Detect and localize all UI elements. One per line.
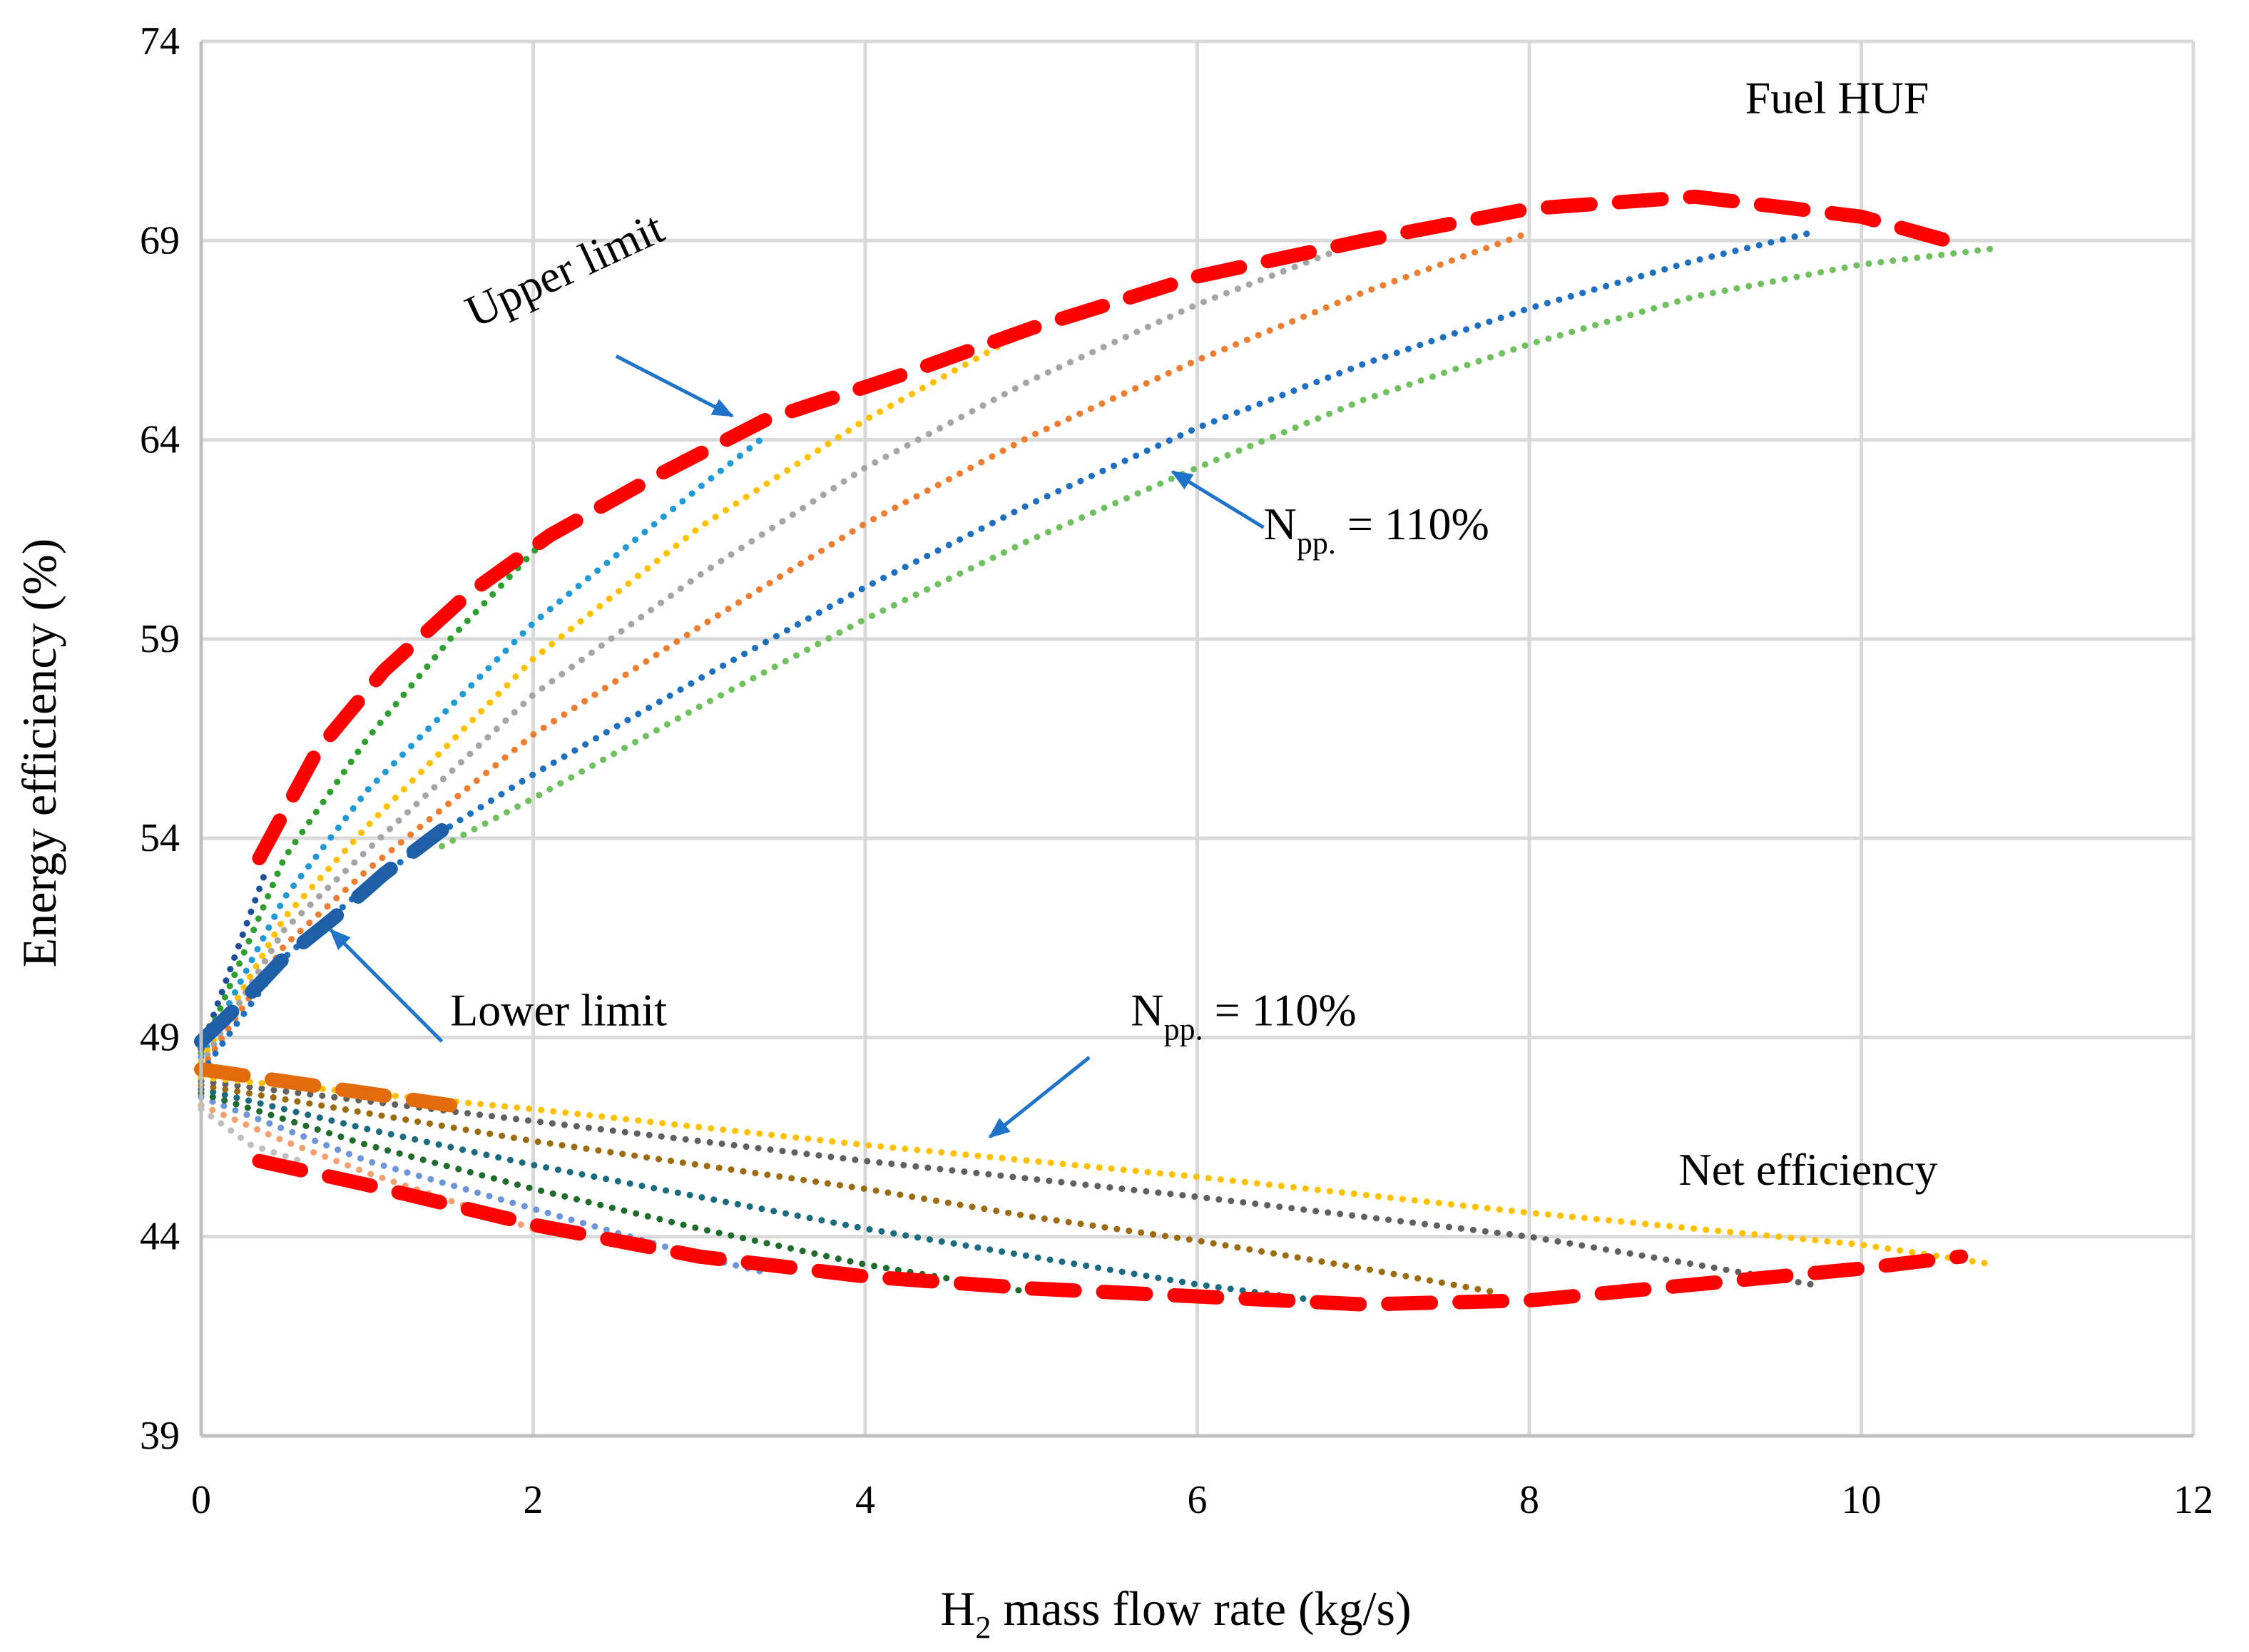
y-tick-label: 69 bbox=[140, 218, 180, 262]
y-tick-label: 59 bbox=[140, 617, 180, 661]
axis-labels: 0 2 4 6 8 10 12 39 44 49 54 59 64 69 74 H2 mass flow ra… bbox=[12, 19, 2213, 1645]
x-tick-label: 8 bbox=[1519, 1478, 1539, 1522]
series-line-net-efficiency-n-pp-110- bbox=[198, 1074, 1998, 1268]
series-line-net-efficiency-darkgray bbox=[198, 1078, 1815, 1288]
series-line-net-efficiency-lightgray bbox=[198, 1106, 305, 1165]
y-tick-label: 74 bbox=[140, 19, 180, 63]
series-line-fuel-huf-navy bbox=[198, 862, 271, 1053]
net-efficiency-label: Net efficiency bbox=[1678, 1144, 1937, 1195]
x-tick-label: 10 bbox=[1842, 1478, 1882, 1522]
x-tick-label: 4 bbox=[855, 1478, 875, 1522]
npp-fuel-arrow bbox=[1171, 470, 1265, 529]
npp-net-arrow bbox=[988, 1056, 1091, 1139]
y-tick-label: 49 bbox=[140, 1015, 180, 1059]
series-line-lower-limit bbox=[194, 823, 449, 1049]
series-line-fuel-huf-yellow bbox=[198, 325, 1035, 1065]
series-line-fuel-huf-skyblue bbox=[198, 432, 769, 1061]
x-tick-label: 6 bbox=[1188, 1478, 1208, 1522]
series-line-net-efficiency-salmon bbox=[198, 1101, 536, 1232]
y-tick-label: 39 bbox=[140, 1414, 180, 1458]
series-line-net-lower-limit bbox=[252, 1153, 1969, 1312]
series-line-net-efficiency-darkgreen bbox=[198, 1090, 1035, 1296]
x-tick-label: 12 bbox=[2173, 1478, 2213, 1522]
series-line-fuel-huf-blue bbox=[198, 229, 1815, 1077]
y-tick-label: 54 bbox=[140, 816, 180, 860]
npp-fuel-label: Npp. = 110% bbox=[1264, 499, 1489, 561]
fuel-huf-label: Fuel HUF bbox=[1745, 73, 1929, 123]
series-line-net-upper-dashed bbox=[194, 1062, 458, 1113]
lower-limit-arrow bbox=[329, 928, 444, 1043]
series-line-fuel-huf-orange bbox=[198, 229, 1533, 1073]
npp-net-label: Npp. = 110% bbox=[1131, 985, 1356, 1047]
x-tick-label: 0 bbox=[191, 1478, 211, 1522]
x-tick-label: 2 bbox=[524, 1478, 544, 1522]
series-line-net-efficiency-teal bbox=[198, 1086, 1350, 1308]
lower-limit-label: Lower limit bbox=[450, 985, 667, 1036]
annotations: Fuel HUF Upper limit Lower limit Net effici… bbox=[450, 73, 1937, 1195]
y-axis-title: Energy efficiency (%) bbox=[12, 539, 66, 968]
upper-limit-label: Upper limit bbox=[458, 202, 671, 337]
annotation-arrows bbox=[329, 355, 1265, 1139]
series-line-net-efficiency-brown bbox=[198, 1082, 1499, 1296]
upper-limit-arrow bbox=[615, 355, 735, 418]
series-line-upper-limit bbox=[252, 189, 1969, 866]
series-line-fuel-huf-gray bbox=[198, 237, 1367, 1069]
data-series bbox=[194, 189, 1998, 1312]
gridlines bbox=[199, 39, 2196, 1438]
x-axis-title: H2 mass flow rate (kg/s) bbox=[940, 1581, 1411, 1645]
y-tick-label: 64 bbox=[140, 418, 180, 462]
series-line-fuel-huf-n-pp-110- bbox=[439, 245, 1998, 850]
y-tick-label: 44 bbox=[140, 1215, 180, 1259]
axes bbox=[199, 41, 2193, 1438]
